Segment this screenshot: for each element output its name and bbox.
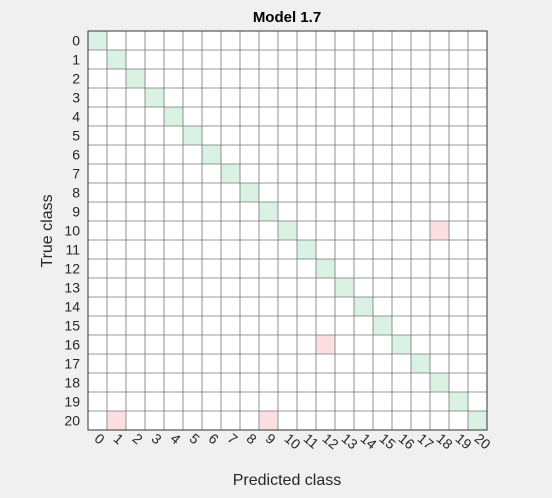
error-cell-16-12 bbox=[316, 335, 335, 354]
x-tick-label: 9 bbox=[263, 430, 279, 447]
y-tick-label: 1 bbox=[72, 52, 80, 68]
correct-cell-4-4 bbox=[164, 107, 183, 126]
y-axis-label: True class bbox=[39, 194, 56, 267]
error-cell-20-1 bbox=[107, 411, 126, 430]
correct-cell-17-17 bbox=[411, 354, 430, 373]
x-tick-label: 6 bbox=[206, 430, 222, 447]
correct-cell-2-2 bbox=[126, 69, 145, 88]
error-cell-10-18 bbox=[430, 221, 449, 240]
correct-cell-8-8 bbox=[240, 183, 259, 202]
correct-cell-7-7 bbox=[221, 164, 240, 183]
correct-cell-13-13 bbox=[335, 278, 354, 297]
correct-cell-5-5 bbox=[183, 126, 202, 145]
correct-cell-11-11 bbox=[297, 240, 316, 259]
y-tick-label: 6 bbox=[72, 147, 80, 163]
y-tick-label: 16 bbox=[64, 337, 80, 353]
x-tick-label: 8 bbox=[244, 430, 260, 447]
y-tick-label: 3 bbox=[72, 90, 80, 106]
y-tick-label: 4 bbox=[72, 109, 80, 125]
correct-cell-6-6 bbox=[202, 145, 221, 164]
y-tick-label: 12 bbox=[64, 261, 80, 277]
x-tick-label: 2 bbox=[130, 430, 146, 447]
correct-cell-20-20 bbox=[468, 411, 487, 430]
y-tick-label: 10 bbox=[64, 223, 80, 239]
correct-cell-12-12 bbox=[316, 259, 335, 278]
y-tick-label: 0 bbox=[72, 33, 80, 49]
x-tick-label: 11 bbox=[301, 430, 323, 452]
y-tick-label: 2 bbox=[72, 71, 80, 87]
chart-title: Model 1.7 bbox=[253, 9, 321, 26]
correct-cell-3-3 bbox=[145, 88, 164, 107]
cells-layer bbox=[88, 31, 487, 430]
correct-cell-14-14 bbox=[354, 297, 373, 316]
x-tick-label: 20 bbox=[472, 430, 494, 452]
y-tick-label: 17 bbox=[64, 356, 80, 372]
correct-cell-10-10 bbox=[278, 221, 297, 240]
x-tick-label: 4 bbox=[168, 430, 184, 447]
y-tick-label: 8 bbox=[72, 185, 80, 201]
grid-layer bbox=[87, 30, 488, 431]
y-tick-label: 15 bbox=[64, 318, 80, 334]
y-tick-label: 18 bbox=[64, 375, 80, 391]
correct-cell-18-18 bbox=[430, 373, 449, 392]
x-tick-label: 1 bbox=[111, 430, 127, 447]
error-cell-20-9 bbox=[259, 411, 278, 430]
y-tick-label: 19 bbox=[64, 394, 80, 410]
y-tick-label: 5 bbox=[72, 128, 80, 144]
correct-cell-0-0 bbox=[88, 31, 107, 50]
x-tick-label: 7 bbox=[225, 430, 241, 447]
y-tick-label: 13 bbox=[64, 280, 80, 296]
y-tick-label: 7 bbox=[72, 166, 80, 182]
x-tick-label: 3 bbox=[149, 430, 165, 447]
y-tick-label: 11 bbox=[65, 242, 80, 258]
correct-cell-16-16 bbox=[392, 335, 411, 354]
correct-cell-19-19 bbox=[449, 392, 468, 411]
correct-cell-15-15 bbox=[373, 316, 392, 335]
x-tick-label: 5 bbox=[187, 430, 203, 447]
y-tick-label: 20 bbox=[64, 413, 80, 429]
x-tick-label: 0 bbox=[92, 430, 108, 447]
correct-cell-9-9 bbox=[259, 202, 278, 221]
matrix-border bbox=[87, 30, 488, 431]
y-tick-label: 9 bbox=[72, 204, 80, 220]
y-tick-label: 14 bbox=[64, 299, 80, 315]
correct-cell-1-1 bbox=[107, 50, 126, 69]
x-axis-label: Predicted class bbox=[233, 472, 342, 489]
